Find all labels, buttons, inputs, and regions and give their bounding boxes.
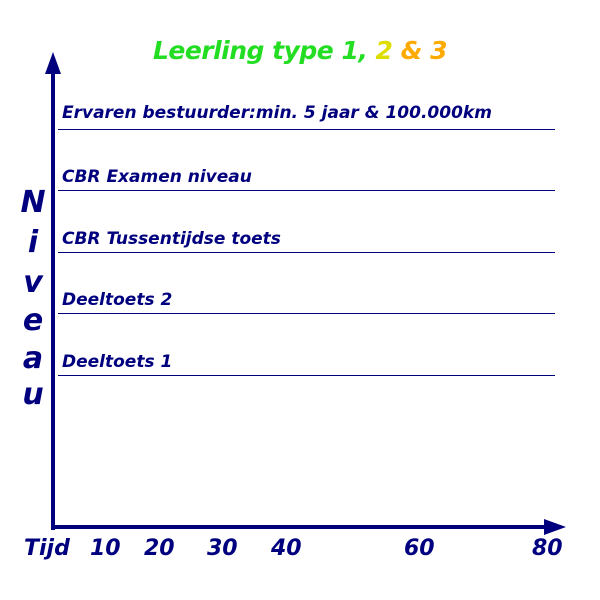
- y-axis-arrowhead: [45, 52, 61, 74]
- x-tick-label: 40: [271, 536, 302, 561]
- level-line: [58, 375, 555, 376]
- diagram-title: Leerling type 1, 2 & 3: [0, 36, 600, 65]
- y-axis-label-letter: v: [23, 265, 43, 300]
- y-axis-label-letter: u: [22, 377, 44, 412]
- level-label: Deeltoets 1: [62, 352, 173, 372]
- y-axis-label-letter: N: [20, 185, 46, 220]
- level-label: CBR Tussentijdse toets: [62, 229, 281, 249]
- level-line: [58, 129, 555, 130]
- y-axis-label-letter: i: [27, 225, 39, 260]
- y-axis-label-letter: a: [22, 341, 44, 376]
- title-part-orange: & 3: [392, 36, 448, 65]
- level-label: CBR Examen niveau: [62, 167, 252, 187]
- x-tick-label: 10: [90, 536, 121, 561]
- level-line: [58, 190, 555, 191]
- x-tick-label: 80: [532, 536, 563, 561]
- title-part-yellow: 2: [375, 36, 393, 65]
- x-axis-arrowhead: [544, 519, 566, 535]
- title-part-green: Leerling type 1,: [152, 36, 376, 65]
- x-tick-label: 30: [207, 536, 238, 561]
- x-axis-label: Tijd: [24, 536, 70, 561]
- x-tick-label: 20: [144, 536, 175, 561]
- x-tick-label: 60: [404, 536, 435, 561]
- level-line: [58, 313, 555, 314]
- y-axis-label-letter: e: [22, 303, 44, 338]
- level-line: [58, 252, 555, 253]
- level-label: Ervaren bestuurder:min. 5 jaar & 100.000…: [62, 103, 492, 123]
- level-label: Deeltoets 2: [62, 290, 173, 310]
